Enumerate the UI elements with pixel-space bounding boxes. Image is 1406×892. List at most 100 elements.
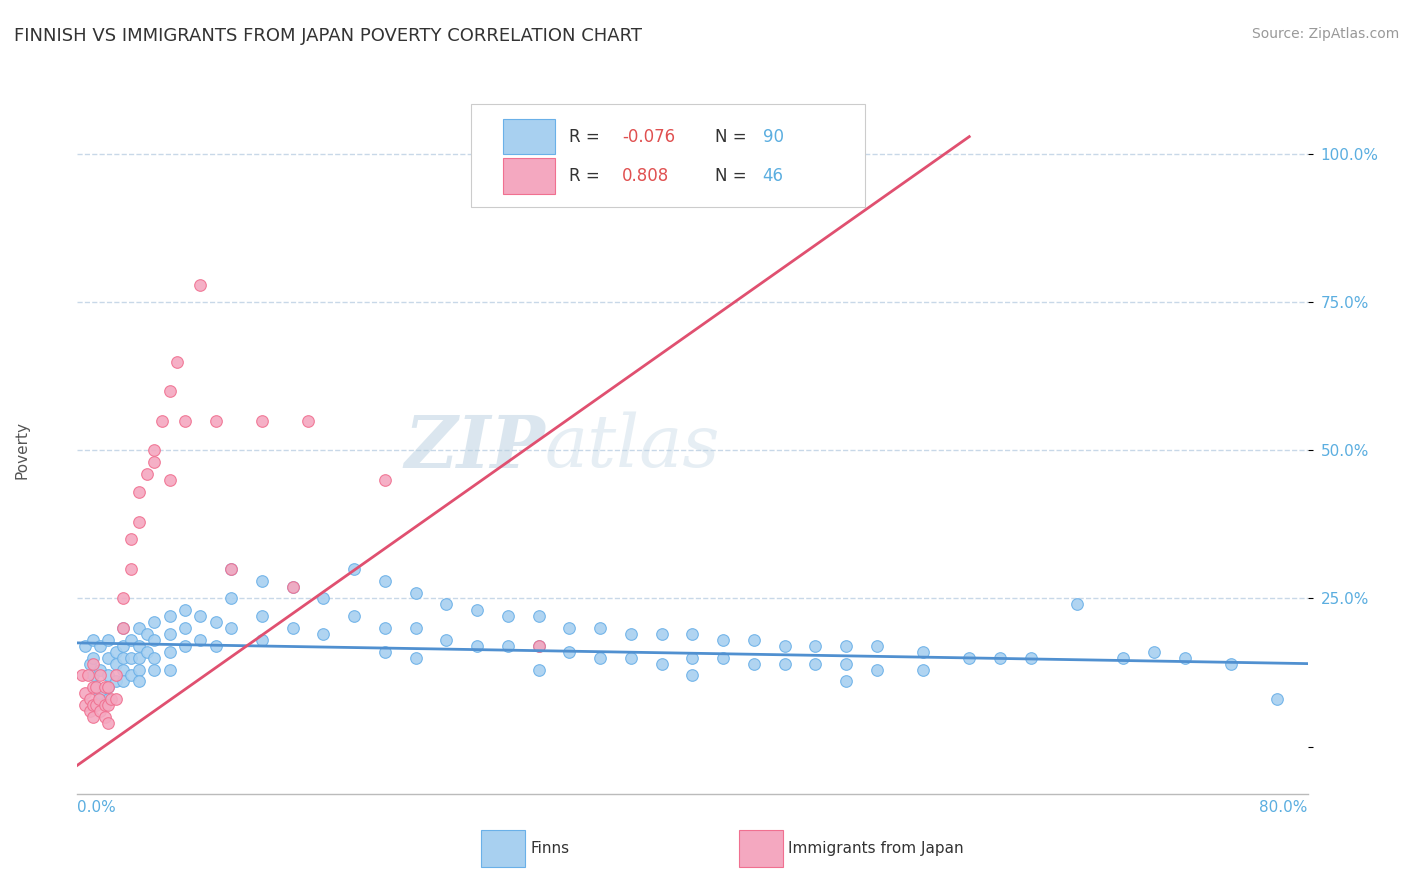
Point	[219, 621, 242, 635]
Point	[711, 650, 734, 665]
Point	[297, 414, 319, 428]
Point	[711, 632, 734, 647]
Point	[73, 686, 96, 700]
Point	[620, 650, 643, 665]
Point	[374, 621, 396, 635]
Point	[112, 591, 135, 606]
Point	[84, 698, 107, 712]
Point	[250, 414, 273, 428]
Point	[558, 645, 581, 659]
Point	[82, 650, 104, 665]
Text: -0.076: -0.076	[623, 128, 675, 145]
Point	[97, 715, 120, 730]
Point	[73, 639, 96, 653]
Point	[1143, 645, 1166, 659]
Point	[79, 704, 101, 718]
Point	[219, 591, 242, 606]
Text: R =: R =	[569, 128, 606, 145]
Text: FINNISH VS IMMIGRANTS FROM JAPAN POVERTY CORRELATION CHART: FINNISH VS IMMIGRANTS FROM JAPAN POVERTY…	[14, 27, 643, 45]
Point	[835, 639, 858, 653]
Point	[188, 277, 212, 292]
Point	[204, 639, 226, 653]
Point	[1174, 650, 1197, 665]
Point	[112, 663, 135, 677]
Text: 0.0%: 0.0%	[77, 800, 117, 814]
Text: Immigrants from Japan: Immigrants from Japan	[789, 841, 965, 856]
Point	[527, 639, 550, 653]
Text: N =: N =	[714, 167, 747, 185]
Point	[742, 657, 765, 671]
Text: 46: 46	[762, 167, 783, 185]
Point	[84, 681, 107, 695]
Point	[866, 663, 889, 677]
Point	[682, 627, 704, 641]
Point	[343, 562, 366, 576]
Point	[112, 621, 135, 635]
Point	[204, 615, 226, 630]
Point	[112, 639, 135, 653]
Point	[682, 668, 704, 682]
Point	[128, 621, 150, 635]
Point	[558, 621, 581, 635]
Point	[496, 639, 519, 653]
Point	[374, 645, 396, 659]
Point	[135, 645, 157, 659]
FancyBboxPatch shape	[740, 830, 783, 867]
Point	[174, 639, 197, 653]
Point	[82, 668, 104, 682]
Point	[250, 609, 273, 624]
Point	[89, 686, 111, 700]
FancyBboxPatch shape	[503, 119, 555, 154]
Point	[128, 650, 150, 665]
Point	[988, 650, 1011, 665]
Point	[143, 663, 166, 677]
Point	[104, 657, 127, 671]
Point	[281, 580, 304, 594]
Point	[97, 650, 120, 665]
Point	[465, 639, 488, 653]
Point	[120, 533, 142, 547]
Point	[651, 627, 673, 641]
Point	[97, 681, 120, 695]
Point	[89, 668, 111, 682]
Point	[835, 674, 858, 689]
Point	[219, 562, 242, 576]
Point	[120, 562, 142, 576]
FancyBboxPatch shape	[481, 830, 526, 867]
Point	[87, 692, 110, 706]
Point	[159, 473, 181, 487]
Point	[94, 698, 117, 712]
Text: R =: R =	[569, 167, 610, 185]
Point	[188, 632, 212, 647]
Point	[128, 639, 150, 653]
Point	[912, 663, 935, 677]
Point	[912, 645, 935, 659]
Point	[835, 657, 858, 671]
Point	[1019, 650, 1042, 665]
Point	[496, 609, 519, 624]
Point	[1219, 657, 1241, 671]
Point	[174, 621, 197, 635]
Point	[82, 657, 104, 671]
Point	[70, 668, 93, 682]
Point	[312, 627, 335, 641]
Point	[97, 632, 120, 647]
Text: N =: N =	[714, 128, 747, 145]
Point	[159, 609, 181, 624]
Text: Source: ZipAtlas.com: Source: ZipAtlas.com	[1251, 27, 1399, 41]
Point	[89, 639, 111, 653]
FancyBboxPatch shape	[471, 103, 865, 207]
Point	[100, 692, 122, 706]
Point	[150, 414, 173, 428]
Point	[135, 627, 157, 641]
Point	[620, 627, 643, 641]
Point	[250, 574, 273, 588]
Point	[436, 598, 458, 612]
Point	[374, 473, 396, 487]
Point	[82, 632, 104, 647]
Point	[135, 467, 157, 482]
Point	[82, 698, 104, 712]
Point	[250, 632, 273, 647]
Point	[742, 632, 765, 647]
Point	[204, 414, 226, 428]
